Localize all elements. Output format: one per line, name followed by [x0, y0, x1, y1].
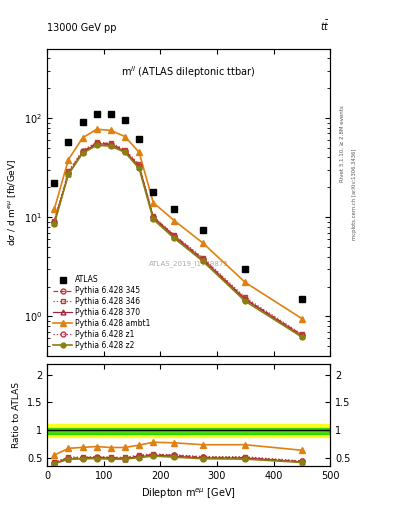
Y-axis label: Ratio to ATLAS: Ratio to ATLAS [12, 382, 21, 447]
ATLAS [172, 206, 177, 212]
Text: m$^{ll}$ (ATLAS dileptonic ttbar): m$^{ll}$ (ATLAS dileptonic ttbar) [121, 64, 256, 80]
Text: Rivet 3.1.10, ≥ 2.8M events: Rivet 3.1.10, ≥ 2.8M events [340, 105, 345, 182]
Bar [47, 428, 330, 434]
ATLAS [80, 118, 85, 124]
ATLAS [123, 117, 127, 123]
Y-axis label: d$\sigma$ / d m$^{e\mu}$ [fb/GeV]: d$\sigma$ / d m$^{e\mu}$ [fb/GeV] [7, 159, 18, 246]
Text: $t\bar{t}$: $t\bar{t}$ [320, 19, 330, 33]
ATLAS [151, 189, 156, 195]
Text: ATLAS_2019_I1759875: ATLAS_2019_I1759875 [149, 260, 228, 267]
Text: 13000 GeV pp: 13000 GeV pp [47, 23, 117, 33]
ATLAS [137, 136, 141, 142]
Legend: ATLAS, Pythia 6.428 345, Pythia 6.428 346, Pythia 6.428 370, Pythia 6.428 ambt1,: ATLAS, Pythia 6.428 345, Pythia 6.428 34… [51, 273, 153, 352]
Line: ATLAS: ATLAS [51, 111, 305, 302]
ATLAS [200, 226, 205, 232]
Text: mcplots.cern.ch [arXiv:1306.3436]: mcplots.cern.ch [arXiv:1306.3436] [352, 149, 357, 240]
X-axis label: Dilepton m$^{e\mu}$ [GeV]: Dilepton m$^{e\mu}$ [GeV] [141, 486, 236, 501]
ATLAS [94, 111, 99, 117]
ATLAS [66, 139, 71, 145]
ATLAS [243, 266, 248, 272]
Bar [47, 424, 330, 437]
ATLAS [52, 180, 57, 186]
ATLAS [108, 111, 113, 117]
ATLAS [299, 296, 304, 302]
